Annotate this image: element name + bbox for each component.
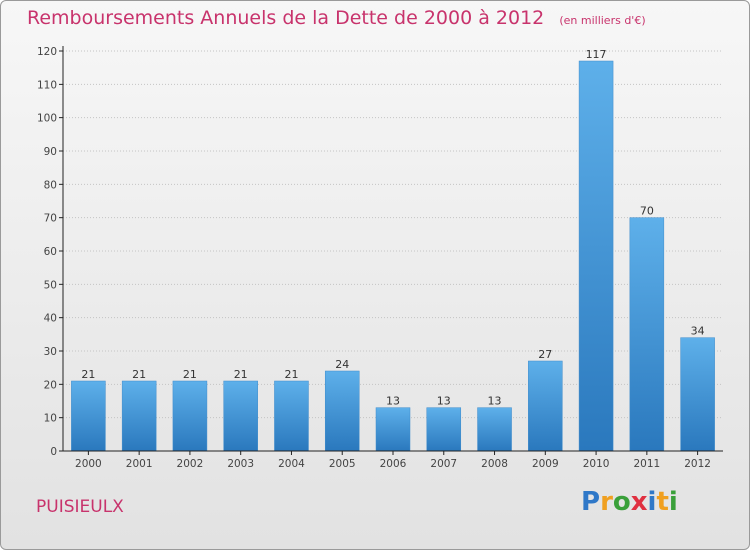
value-label: 21 (234, 368, 248, 381)
x-tick-label: 2007 (430, 458, 457, 470)
x-tick-label: 2000 (75, 458, 102, 470)
chart-units: (en milliers d'€) (559, 14, 646, 27)
x-tick-label: 2004 (278, 458, 305, 470)
bar (477, 407, 512, 452)
commune-name: PUISIEULX (36, 497, 124, 517)
bar (629, 217, 665, 452)
axes (59, 46, 723, 455)
bar (578, 60, 614, 452)
value-label: 70 (640, 205, 654, 218)
y-tick-label: 70 (44, 213, 57, 225)
proxiti-logo[interactable]: Proxiti (581, 487, 678, 517)
bar (528, 360, 563, 452)
logo-letter: t (656, 487, 669, 517)
value-label: 21 (183, 368, 197, 381)
y-tick-label: 80 (44, 179, 57, 191)
labels: 0 10 20 30 40 50 60 70 80 90 100 110 120 21 2000 21 2001… (37, 46, 711, 470)
logo-letter: x (630, 487, 648, 517)
value-label: 27 (538, 348, 552, 361)
y-tick-label: 90 (44, 146, 57, 158)
value-label: 117 (586, 48, 607, 61)
y-tick-label: 120 (37, 46, 57, 58)
x-tick-label: 2002 (177, 458, 204, 470)
logo-letter: o (612, 487, 631, 517)
x-tick-label: 2009 (532, 458, 559, 470)
y-tick-label: 50 (44, 279, 57, 291)
x-tick-label: 2012 (684, 458, 711, 470)
x-tick-label: 2001 (126, 458, 153, 470)
bar (172, 380, 208, 452)
logo-letter: i (668, 487, 678, 517)
y-tick-label: 30 (44, 346, 57, 358)
value-label: 13 (386, 395, 400, 408)
bar (71, 380, 106, 452)
bar (680, 337, 715, 452)
y-tick-label: 0 (50, 446, 57, 458)
value-label: 34 (691, 325, 705, 338)
y-tick-label: 60 (44, 246, 57, 258)
grid-lines (63, 50, 723, 419)
y-tick-label: 40 (44, 313, 57, 325)
value-label: 13 (488, 395, 502, 408)
x-tick-label: 2005 (329, 458, 356, 470)
y-tick-label: 100 (37, 113, 57, 125)
bar (324, 370, 360, 452)
bars (71, 60, 715, 452)
y-tick-label: 20 (44, 379, 57, 391)
title-row: Remboursements Annuels de la Dette de 20… (27, 7, 646, 29)
x-tick-label: 2010 (583, 458, 610, 470)
logo-letter: i (647, 487, 657, 517)
x-tick-label: 2003 (227, 458, 254, 470)
value-label: 13 (437, 395, 451, 408)
logo-letter: P (581, 487, 601, 517)
logo-letter: r (600, 487, 613, 517)
bar (223, 380, 258, 452)
value-label: 21 (284, 368, 298, 381)
chart-title: Remboursements Annuels de la Dette de 20… (27, 7, 545, 29)
value-label: 24 (335, 358, 349, 371)
x-tick-label: 2011 (633, 458, 660, 470)
bar (274, 380, 309, 452)
x-tick-label: 2008 (481, 458, 508, 470)
value-label: 21 (81, 368, 95, 381)
bar (121, 380, 157, 452)
y-tick-label: 10 (44, 413, 57, 425)
x-tick-label: 2006 (380, 458, 407, 470)
y-tick-label: 110 (37, 79, 57, 91)
value-label: 21 (132, 368, 146, 381)
bar (426, 407, 462, 452)
bar (375, 407, 411, 452)
